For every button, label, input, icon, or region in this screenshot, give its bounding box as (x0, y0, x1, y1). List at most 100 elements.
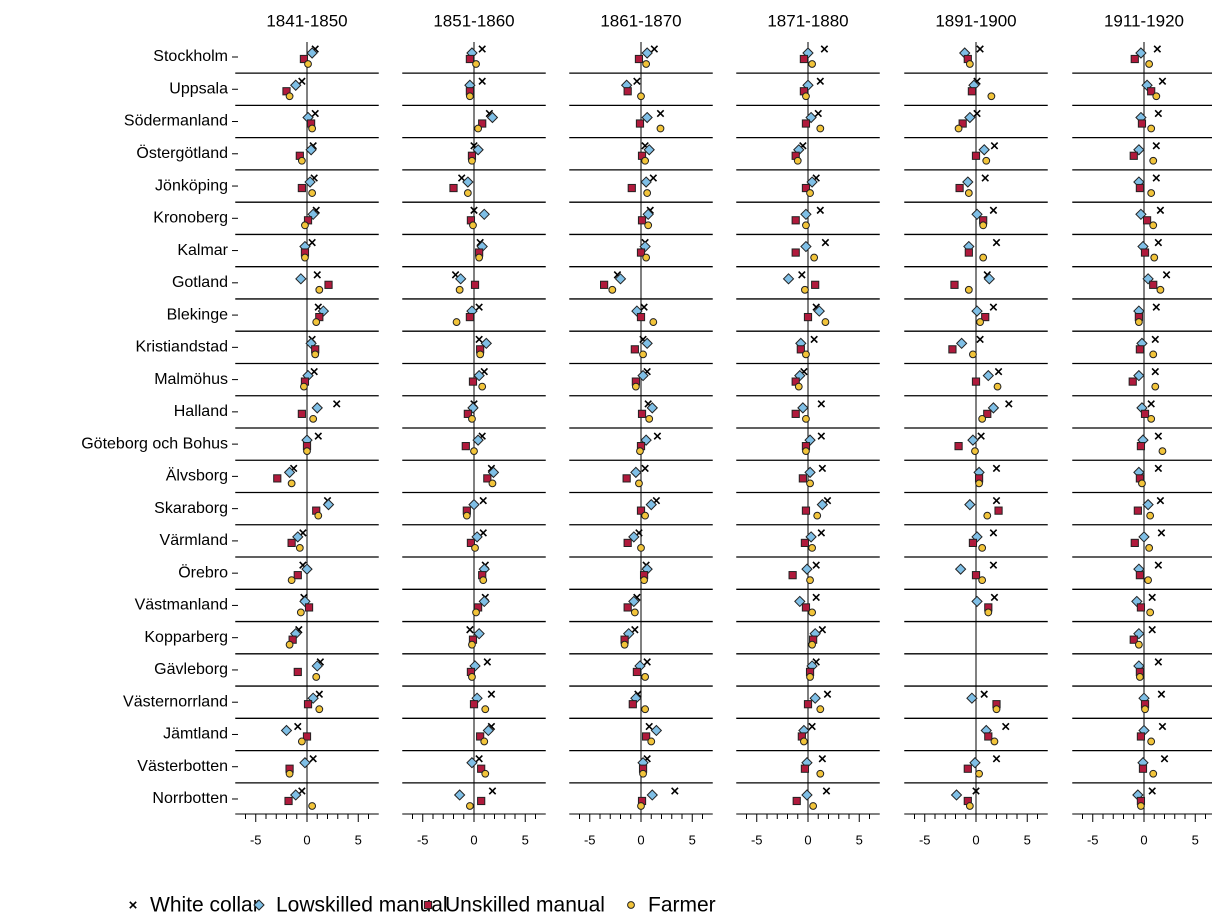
data-point (280, 724, 293, 737)
data-point (637, 92, 645, 101)
data-point (472, 434, 484, 446)
data-point (1149, 280, 1158, 289)
data-point (308, 189, 317, 197)
data-point (978, 414, 987, 423)
data-point (981, 174, 989, 182)
data-point (976, 335, 984, 344)
data-point (1145, 544, 1154, 552)
data-point (453, 789, 466, 801)
data-point (977, 432, 985, 440)
x-tick-label: 5 (522, 832, 529, 847)
data-point (631, 625, 639, 634)
data-point (808, 722, 816, 731)
data-point (816, 206, 825, 215)
data-point (452, 318, 461, 326)
data-point (642, 60, 651, 68)
data-point (628, 700, 637, 709)
data-point (812, 593, 820, 602)
data-point (1136, 732, 1146, 741)
data-point (314, 511, 323, 520)
data-point (809, 802, 818, 810)
category-label: Jämtland (163, 726, 228, 743)
data-point (817, 432, 826, 440)
data-point (478, 77, 486, 86)
data-point (1156, 496, 1165, 505)
category-label: Värmland (160, 532, 228, 549)
data-point (1147, 400, 1155, 408)
data-point (1156, 206, 1165, 215)
data-point (1145, 60, 1154, 68)
data-point (800, 737, 808, 746)
data-point (466, 625, 474, 634)
data-point (1137, 119, 1147, 128)
category-label: Gotland (172, 274, 228, 291)
category-label: Norrbotten (152, 790, 228, 807)
data-point (994, 367, 1003, 376)
data-point (802, 221, 810, 230)
data-point (298, 787, 306, 795)
data-point (992, 238, 1001, 247)
data-point (1135, 345, 1145, 354)
data-point (808, 640, 816, 649)
data-point (285, 92, 294, 101)
category-label: Kalmar (177, 242, 228, 259)
category-label: Jönköping (155, 177, 228, 194)
data-point (793, 156, 802, 165)
data-point (990, 142, 999, 150)
legend-marker (627, 901, 635, 909)
data-point (1151, 335, 1160, 344)
category-label: Östergötland (136, 144, 228, 162)
data-point (481, 705, 490, 714)
data-point (800, 240, 812, 253)
data-point (980, 690, 988, 698)
data-point (1138, 764, 1148, 773)
data-point (312, 673, 321, 681)
category-label: Västmanland (135, 597, 228, 614)
data-point (964, 189, 973, 197)
data-point (482, 724, 495, 737)
data-point (306, 47, 318, 59)
data-point (297, 156, 306, 165)
data-point (797, 402, 809, 414)
data-point (302, 732, 312, 741)
data-point (1149, 350, 1158, 359)
data-point (820, 45, 829, 53)
data-point (650, 724, 663, 737)
data-point (637, 369, 649, 382)
data-point (954, 124, 963, 133)
data-point (623, 87, 632, 96)
data-point (801, 285, 809, 294)
data-point (479, 576, 488, 585)
data-point (808, 608, 816, 617)
data-point (984, 608, 993, 617)
data-point (653, 432, 662, 440)
data-point (476, 350, 485, 359)
data-point (1005, 400, 1013, 408)
category-label: Älvsborg (166, 467, 228, 485)
data-point (1134, 640, 1143, 649)
data-point (308, 802, 317, 810)
data-point (1152, 303, 1161, 311)
legend-marker (129, 901, 137, 909)
data-point (305, 144, 317, 156)
data-point (304, 60, 312, 68)
data-point (973, 109, 981, 118)
data-point (311, 660, 323, 672)
data-point (479, 496, 487, 505)
data-point (798, 474, 807, 483)
data-point (989, 303, 998, 311)
data-point (478, 45, 486, 53)
data-point (466, 757, 478, 769)
data-point (290, 79, 302, 91)
data-point (801, 563, 813, 575)
data-point (483, 474, 492, 483)
data-point (794, 382, 803, 391)
data-point (813, 305, 825, 317)
data-point (322, 498, 335, 511)
data-point (1146, 511, 1155, 520)
x-tick-label: 5 (355, 832, 362, 847)
data-point (964, 498, 976, 511)
data-point (462, 511, 471, 520)
data-point (1130, 54, 1139, 64)
data-point (304, 176, 316, 188)
